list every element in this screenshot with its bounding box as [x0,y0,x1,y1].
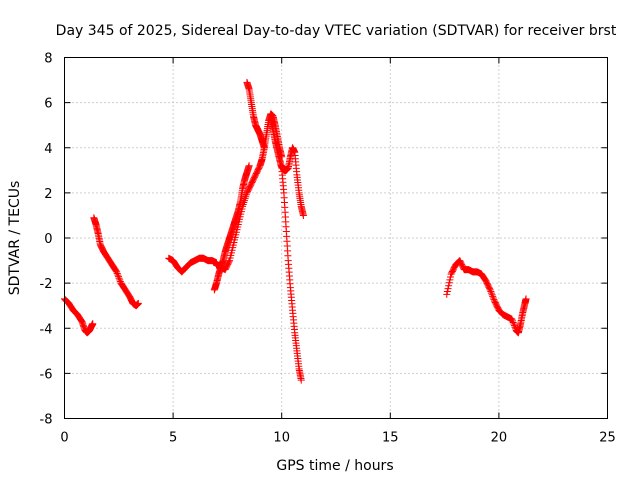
y-tick-label: -4 [40,322,53,337]
x-tick-label: 5 [169,431,177,446]
data-point [444,285,452,293]
data-point [489,292,497,300]
x-tick-label: 20 [491,431,508,446]
y-tick-label: 0 [44,232,52,247]
data-point [245,162,253,170]
data-point [489,294,497,302]
y-tick-label: 2 [44,187,52,202]
data-point [510,322,518,330]
data-point [510,320,518,328]
data-point [299,211,307,219]
x-tick-label: 0 [60,431,68,446]
series-arc-4c [243,78,268,152]
data-point [114,273,122,281]
y-tick-label: -8 [40,413,53,428]
y-axis-label: SDTVAR / TECUs [7,181,23,296]
data-point [445,282,453,290]
series-arc-2 [90,214,142,310]
x-tick-label: 10 [273,431,290,446]
data-point [113,269,121,277]
data-point [443,288,451,296]
data-point [486,286,494,294]
data-point [509,318,517,326]
data-point [114,271,122,279]
series-arc-4e [278,144,307,219]
data-point [522,295,530,303]
y-tick-label: 6 [44,97,52,112]
series-arc-4a [210,162,253,294]
data-point [225,258,233,266]
data-point [89,320,97,328]
x-axis-label: GPS time / hours [276,458,393,474]
data-point [446,273,454,281]
data-series [61,78,530,384]
data-point [508,315,516,323]
series-arc-5 [443,257,530,337]
data-point [443,290,451,298]
series-arc-3 [165,254,221,276]
data-point [486,285,494,293]
grid-lines [64,57,608,419]
plot-frame [64,57,608,419]
data-point [113,268,121,276]
data-point [488,291,496,299]
data-point [116,276,124,284]
data-point [509,317,517,325]
data-point [445,279,453,287]
y-tick-label: 8 [44,52,52,67]
x-tick-label: 25 [599,431,616,446]
data-point [297,376,305,384]
data-point [115,274,123,282]
chart-title: Day 345 of 2025, Sidereal Day-to-day VTE… [56,23,617,39]
data-point [446,276,454,284]
series-arc-1 [61,295,97,337]
series-arc-4d [267,117,305,384]
data-point [260,144,268,152]
y-tick-label: -6 [40,367,53,382]
data-point [487,288,495,296]
data-point [134,299,142,307]
axis-tick-labels: 0 5 10 15 20 25 -8 -6 -4 -2 0 2 4 6 8 [40,52,616,446]
y-tick-label: -2 [40,277,53,292]
data-point [487,289,495,297]
y-tick-label: 4 [44,142,52,157]
axis-ticks [64,57,608,419]
data-point [490,296,498,304]
x-tick-label: 15 [382,431,399,446]
